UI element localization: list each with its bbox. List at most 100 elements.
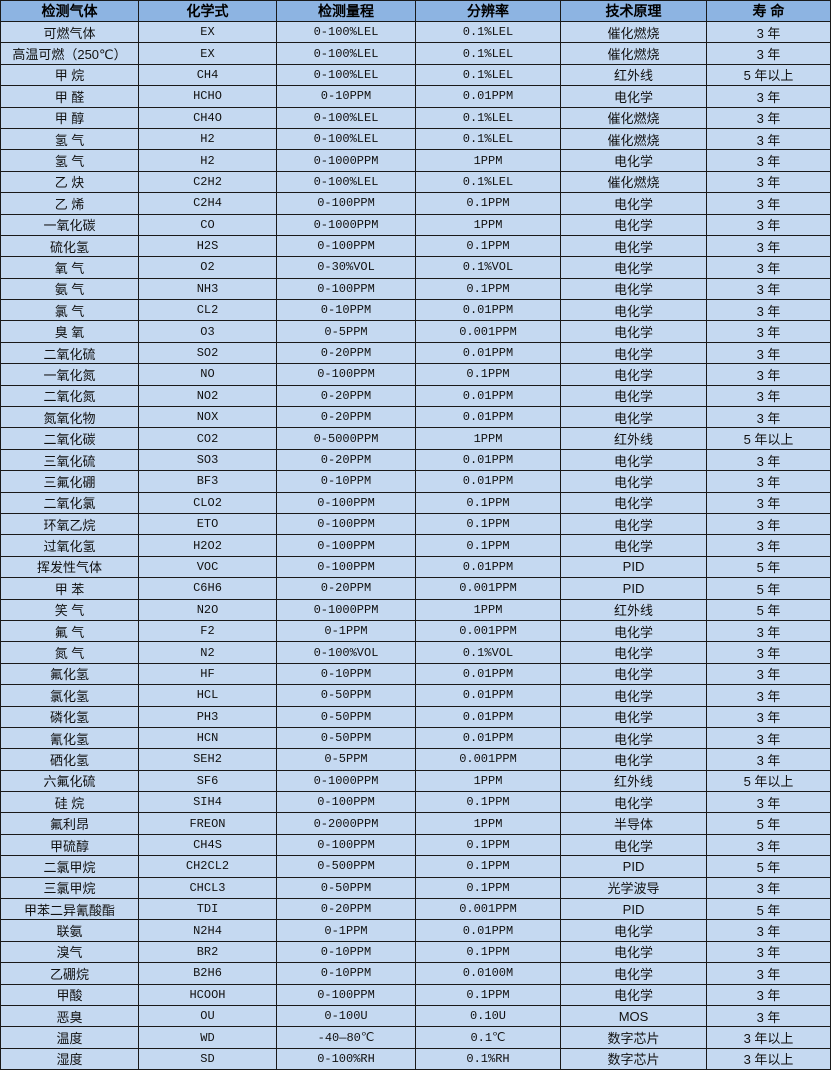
lifespan-cell: 3 年 [706, 213, 831, 236]
gas-cell: 三氯甲烷 [0, 876, 139, 900]
formula-cell: H2S [138, 234, 277, 258]
lifespan-cell: 5 年 [706, 555, 831, 579]
lifespan-cell: 3 年 [706, 491, 831, 514]
lifespan-cell: 3 年 [706, 127, 831, 151]
resolution-cell: 0.1%RH [415, 1047, 561, 1071]
range-cell: 0-10PPM [276, 940, 416, 964]
lifespan-cell: 3 年以上 [706, 1047, 831, 1071]
formula-cell: NO [138, 363, 277, 386]
range-cell: 0-100%LEL [276, 42, 416, 65]
resolution-cell: 0.01PPM [415, 684, 561, 707]
header-lifespan: 寿 命 [706, 0, 831, 22]
lifespan-cell: 3 年 [706, 363, 831, 386]
formula-cell: C2H2 [138, 170, 277, 194]
lifespan-cell: 3 年 [706, 940, 831, 964]
principle-cell: 电化学 [560, 363, 707, 386]
table-row: 溴气 BR2 0-10PPM 0.1PPM 电化学 3 年 [0, 940, 831, 964]
formula-cell: NH3 [138, 277, 277, 301]
gas-cell: 氧 气 [0, 256, 139, 279]
formula-cell: H2O2 [138, 534, 277, 557]
range-cell: 0-20PPM [276, 384, 416, 408]
table-row: 甲苯二异氰酸酯 TDI 0-20PPM 0.001PPM PID 5 年 [0, 898, 831, 921]
formula-cell: CO2 [138, 427, 277, 450]
table-row: 甲 醇 CH4O 0-100%LEL 0.1%LEL 催化燃烧 3 年 [0, 106, 831, 129]
table-row: 甲 醛 HCHO 0-10PPM 0.01PPM 电化学 3 年 [0, 85, 831, 108]
lifespan-cell: 3 年 [706, 470, 831, 493]
principle-cell: MOS [560, 1004, 707, 1028]
principle-cell: PID [560, 577, 707, 600]
range-cell: 0-100PPM [276, 833, 416, 857]
table-row: 二氧化碳 CO2 0-5000PPM 1PPM 红外线 5 年以上 [0, 427, 831, 450]
gas-cell: 二氧化氯 [0, 491, 139, 514]
table-row: 臭 氧 O3 0-5PPM 0.001PPM 电化学 3 年 [0, 320, 831, 343]
range-cell: 0-5000PPM [276, 427, 416, 450]
lifespan-cell: 5 年 [706, 577, 831, 600]
principle-cell: 催化燃烧 [560, 170, 707, 194]
resolution-cell: 0.1PPM [415, 277, 561, 301]
gas-cell: 恶臭 [0, 1004, 139, 1028]
resolution-cell: 0.1%LEL [415, 63, 561, 87]
principle-cell: 电化学 [560, 341, 707, 365]
resolution-cell: 0.1℃ [415, 1026, 561, 1049]
formula-cell: H2 [138, 127, 277, 151]
principle-cell: 催化燃烧 [560, 20, 707, 44]
table-row: 甲酸 HCOOH 0-100PPM 0.1PPM 电化学 3 年 [0, 983, 831, 1006]
formula-cell: FREON [138, 812, 277, 835]
lifespan-cell: 3 年 [706, 192, 831, 215]
resolution-cell: 0.0100M [415, 962, 561, 985]
principle-cell: 电化学 [560, 833, 707, 857]
resolution-cell: 1PPM [415, 598, 561, 621]
range-cell: 0-500PPM [276, 855, 416, 878]
gas-cell: 硫化氢 [0, 234, 139, 258]
gas-cell: 挥发性气体 [0, 555, 139, 579]
table-row: 乙硼烷 B2H6 0-10PPM 0.0100M 电化学 3 年 [0, 962, 831, 985]
table-row: 二氧化氯 CLO2 0-100PPM 0.1PPM 电化学 3 年 [0, 491, 831, 514]
formula-cell: CH4S [138, 833, 277, 857]
resolution-cell: 1PPM [415, 427, 561, 450]
table-row: 氰化氢 HCN 0-50PPM 0.01PPM 电化学 3 年 [0, 726, 831, 750]
resolution-cell: 0.1%LEL [415, 42, 561, 65]
lifespan-cell: 3 年 [706, 833, 831, 857]
principle-cell: PID [560, 898, 707, 921]
resolution-cell: 0.1PPM [415, 234, 561, 258]
gas-cell: 一氧化氮 [0, 363, 139, 386]
resolution-cell: 1PPM [415, 213, 561, 236]
table-row: 三氯甲烷 CHCL3 0-50PPM 0.1PPM 光学波导 3 年 [0, 876, 831, 900]
formula-cell: HF [138, 662, 277, 686]
resolution-cell: 0.001PPM [415, 577, 561, 600]
range-cell: 0-100%LEL [276, 127, 416, 151]
formula-cell: CH4O [138, 106, 277, 129]
range-cell: 0-10PPM [276, 662, 416, 686]
formula-cell: C6H6 [138, 577, 277, 600]
table-row: 高温可燃（250℃） EX 0-100%LEL 0.1%LEL 催化燃烧 3 年 [0, 42, 831, 65]
resolution-cell: 0.1PPM [415, 491, 561, 514]
table-row: 氨 气 NH3 0-100PPM 0.1PPM 电化学 3 年 [0, 277, 831, 301]
principle-cell: 电化学 [560, 470, 707, 493]
lifespan-cell: 3 年 [706, 662, 831, 686]
range-cell: 0-100U [276, 1004, 416, 1028]
gas-cell: 可燃气体 [0, 20, 139, 44]
table-row: 甲 烷 CH4 0-100%LEL 0.1%LEL 红外线 5 年以上 [0, 63, 831, 87]
header-principle: 技术原理 [560, 0, 707, 22]
resolution-cell: 0.1PPM [415, 363, 561, 386]
lifespan-cell: 5 年以上 [706, 63, 831, 87]
formula-cell: BR2 [138, 940, 277, 964]
principle-cell: 电化学 [560, 662, 707, 686]
gas-cell: 氢 气 [0, 149, 139, 172]
table-row: 湿度 SD 0-100%RH 0.1%RH 数字芯片 3 年以上 [0, 1047, 831, 1071]
table-row: 氯化氢 HCL 0-50PPM 0.01PPM 电化学 3 年 [0, 684, 831, 707]
table-row: 硒化氢 SEH2 0-5PPM 0.001PPM 电化学 3 年 [0, 748, 831, 771]
header-gas: 检测气体 [0, 0, 139, 22]
formula-cell: VOC [138, 555, 277, 579]
resolution-cell: 0.1PPM [415, 833, 561, 857]
resolution-cell: 0.1PPM [415, 983, 561, 1006]
principle-cell: 电化学 [560, 384, 707, 408]
table-row: 三氧化硫 SO3 0-20PPM 0.01PPM 电化学 3 年 [0, 448, 831, 472]
gas-cell: 甲 烷 [0, 63, 139, 87]
gas-cell: 笑 气 [0, 598, 139, 621]
resolution-cell: 0.1%LEL [415, 170, 561, 194]
lifespan-cell: 3 年 [706, 448, 831, 472]
lifespan-cell: 5 年 [706, 598, 831, 621]
principle-cell: 电化学 [560, 726, 707, 750]
